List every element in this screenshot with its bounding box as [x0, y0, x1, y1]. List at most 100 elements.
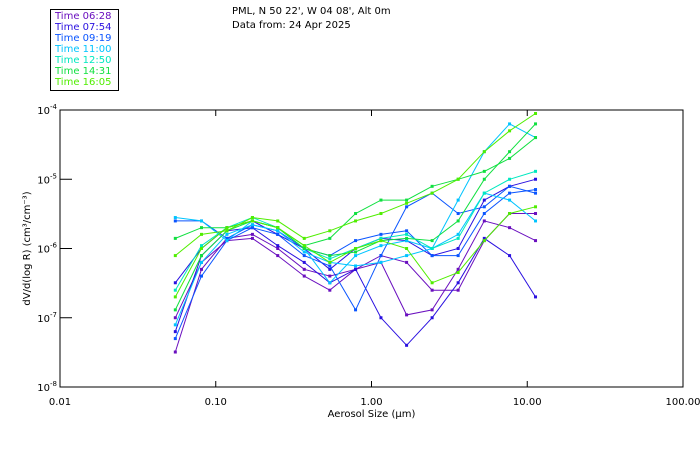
data-point — [456, 247, 460, 250]
series-line — [175, 123, 536, 284]
y-tick-label: 10-8 — [37, 380, 57, 394]
data-point — [508, 184, 512, 188]
data-point — [430, 308, 434, 312]
data-point — [276, 219, 280, 223]
data-point — [379, 239, 383, 243]
data-point — [456, 198, 460, 202]
data-point — [225, 232, 229, 236]
legend-item: Time 07:54 — [55, 22, 112, 33]
data-point — [482, 177, 486, 181]
data-point — [173, 288, 177, 292]
data-point — [482, 191, 486, 195]
data-point — [199, 254, 203, 258]
data-point — [508, 122, 512, 126]
data-point — [456, 281, 460, 285]
data-point — [534, 205, 538, 209]
legend-item: Time 16:05 — [55, 77, 112, 88]
data-point — [328, 264, 332, 268]
data-point — [276, 226, 280, 230]
data-point — [379, 232, 383, 236]
data-point — [354, 264, 358, 268]
data-point — [328, 274, 332, 278]
data-point — [225, 236, 229, 240]
data-point — [354, 219, 358, 223]
series-line — [174, 213, 536, 353]
data-point — [328, 267, 332, 271]
data-point — [379, 212, 383, 216]
data-point — [508, 191, 512, 195]
data-point — [302, 236, 306, 240]
data-point — [430, 184, 434, 188]
data-point — [430, 254, 434, 258]
data-point — [534, 239, 538, 243]
data-point — [354, 250, 358, 254]
data-point — [405, 232, 409, 236]
series-line — [174, 185, 536, 339]
data-point — [508, 226, 512, 230]
data-point — [534, 295, 538, 299]
data-point — [276, 247, 280, 250]
data-point — [173, 323, 177, 327]
data-point — [534, 177, 538, 181]
data-point — [508, 177, 512, 181]
data-point — [508, 156, 512, 160]
data-point — [354, 247, 358, 250]
data-point — [302, 244, 306, 248]
legend-item: Time 12:50 — [55, 55, 112, 66]
data-point — [328, 254, 332, 258]
data-point — [456, 267, 460, 271]
data-point — [328, 236, 332, 240]
legend-item: Time 11:00 — [55, 44, 112, 55]
data-point — [534, 188, 538, 192]
x-axis-label: Aerosol Size (μm) — [328, 409, 416, 420]
data-point — [482, 198, 486, 202]
data-point — [430, 239, 434, 243]
data-point — [534, 122, 538, 126]
data-point — [328, 288, 332, 292]
data-point — [250, 226, 254, 230]
data-point — [173, 337, 177, 341]
data-point — [534, 212, 538, 216]
data-point — [482, 205, 486, 209]
data-point — [225, 239, 229, 243]
data-point — [482, 150, 486, 154]
data-point — [379, 236, 383, 240]
data-point — [405, 201, 409, 205]
data-point — [379, 254, 383, 258]
y-tick-label: 10-4 — [37, 103, 57, 117]
x-tick-label: 100.00 — [666, 397, 700, 408]
y-tick-label: 10-6 — [37, 242, 57, 256]
data-point — [456, 232, 460, 236]
data-point — [430, 247, 434, 250]
data-point — [405, 247, 409, 250]
data-point — [225, 226, 229, 230]
data-point — [199, 244, 203, 248]
data-point — [354, 239, 358, 243]
x-tick-label: 0.10 — [205, 397, 227, 408]
data-point — [405, 343, 409, 347]
data-point — [354, 267, 358, 271]
data-point — [276, 254, 280, 258]
data-point — [430, 191, 434, 195]
data-point — [482, 236, 486, 240]
data-point — [302, 247, 306, 250]
x-tick-label: 0.01 — [49, 397, 71, 408]
data-point — [276, 229, 280, 233]
data-point — [534, 191, 538, 195]
data-point — [482, 212, 486, 216]
data-point — [508, 254, 512, 258]
data-point — [173, 350, 177, 354]
data-point — [534, 169, 538, 173]
data-point — [199, 247, 203, 250]
data-point — [199, 274, 203, 278]
data-point — [430, 281, 434, 285]
legend-item: Time 14:31 — [55, 66, 112, 77]
data-point — [405, 239, 409, 243]
data-point — [302, 267, 306, 271]
y-tick-label: 10-7 — [37, 311, 57, 325]
data-point — [250, 236, 254, 240]
data-point — [405, 205, 409, 209]
data-point — [482, 219, 486, 223]
data-point — [250, 216, 254, 220]
plot-frame — [59, 109, 684, 388]
